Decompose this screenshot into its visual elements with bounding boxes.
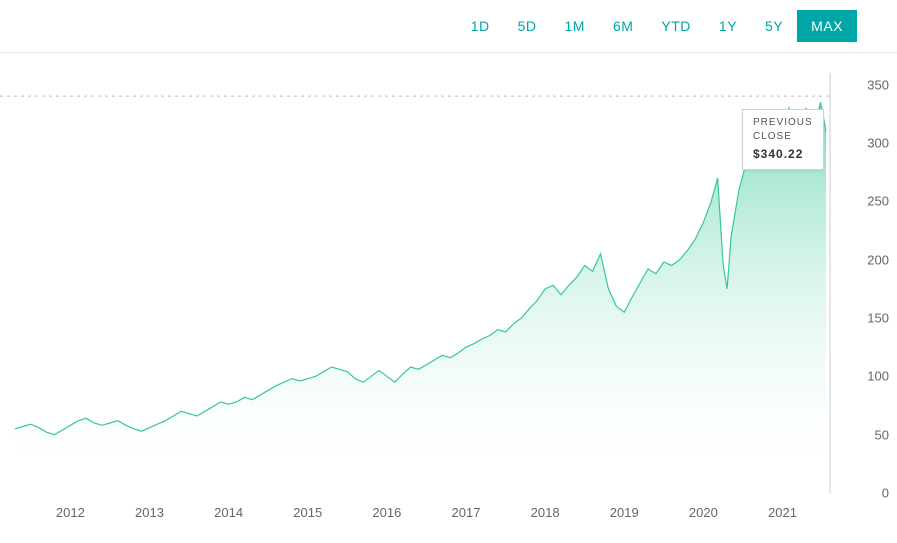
tab-1y[interactable]: 1Y bbox=[705, 10, 751, 42]
tab-ytd[interactable]: YTD bbox=[647, 10, 705, 42]
y-tick-label: 50 bbox=[875, 427, 889, 442]
x-tick-label: 2017 bbox=[452, 505, 481, 520]
time-range-tabs: 1D5D1M6MYTD1Y5YMAX bbox=[0, 0, 897, 53]
tab-1d[interactable]: 1D bbox=[457, 10, 504, 42]
area-fill bbox=[15, 102, 826, 493]
y-tick-label: 300 bbox=[867, 136, 889, 151]
x-tick-label: 2013 bbox=[135, 505, 164, 520]
tooltip-value: $340.22 bbox=[753, 146, 813, 163]
y-tick-label: 250 bbox=[867, 194, 889, 209]
x-tick-label: 2018 bbox=[531, 505, 560, 520]
chart-area[interactable]: PREVIOUS CLOSE $340.22 0 50 100 150 200 250 30… bbox=[0, 53, 897, 543]
y-tick-label: 200 bbox=[867, 252, 889, 267]
y-tick-label: 350 bbox=[867, 77, 889, 92]
x-tick-label: 2019 bbox=[610, 505, 639, 520]
tab-1m[interactable]: 1M bbox=[551, 10, 599, 42]
x-tick-label: 2012 bbox=[56, 505, 85, 520]
x-tick-label: 2016 bbox=[372, 505, 401, 520]
x-tick-label: 2015 bbox=[293, 505, 322, 520]
chart-container: 1D5D1M6MYTD1Y5YMAX PREVIOUS CLOSE $340.2… bbox=[0, 0, 897, 542]
y-tick-label: 0 bbox=[882, 486, 889, 501]
y-tick-label: 100 bbox=[867, 369, 889, 384]
tab-5y[interactable]: 5Y bbox=[751, 10, 797, 42]
prev-close-tooltip: PREVIOUS CLOSE $340.22 bbox=[742, 109, 824, 170]
tooltip-label-1: PREVIOUS bbox=[753, 116, 813, 130]
tab-6m[interactable]: 6M bbox=[599, 10, 647, 42]
x-tick-label: 2014 bbox=[214, 505, 243, 520]
tab-5d[interactable]: 5D bbox=[504, 10, 551, 42]
x-tick-label: 2021 bbox=[768, 505, 797, 520]
y-tick-label: 150 bbox=[867, 311, 889, 326]
x-tick-label: 2020 bbox=[689, 505, 718, 520]
tooltip-label-2: CLOSE bbox=[753, 130, 813, 144]
tab-max[interactable]: MAX bbox=[797, 10, 857, 42]
